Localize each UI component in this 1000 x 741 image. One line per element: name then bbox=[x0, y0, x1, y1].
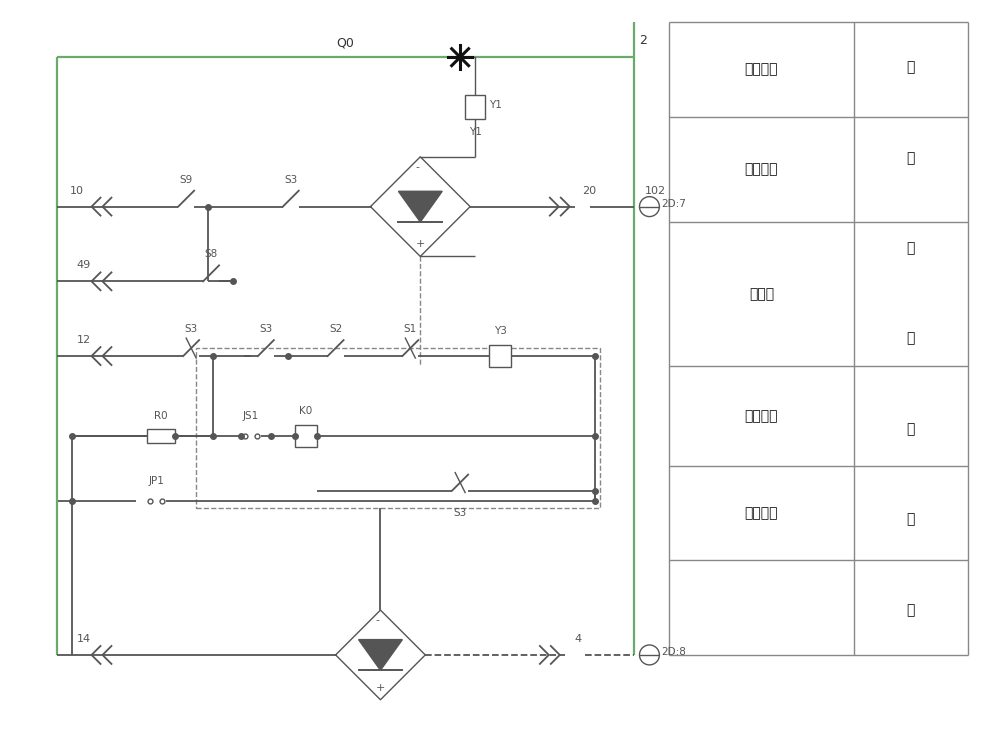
Text: 跳位监视: 跳位监视 bbox=[745, 162, 778, 176]
Bar bbox=[147, 429, 175, 442]
Text: 2D:7: 2D:7 bbox=[661, 199, 686, 209]
Text: 路: 路 bbox=[907, 602, 915, 617]
Text: 就地操作: 就地操作 bbox=[745, 409, 778, 423]
Bar bbox=[196, 348, 600, 508]
Text: S2: S2 bbox=[329, 324, 342, 334]
Text: R0: R0 bbox=[154, 411, 168, 421]
Text: 回: 回 bbox=[907, 512, 915, 526]
Bar bbox=[295, 425, 317, 447]
Text: 2D:8: 2D:8 bbox=[661, 647, 686, 657]
Text: Y1: Y1 bbox=[469, 127, 482, 137]
Text: JP1: JP1 bbox=[148, 476, 164, 485]
Text: -: - bbox=[375, 615, 379, 625]
Text: +: + bbox=[416, 239, 425, 250]
Text: 路: 路 bbox=[907, 151, 915, 165]
Polygon shape bbox=[359, 639, 402, 671]
Text: Y3: Y3 bbox=[494, 326, 506, 336]
Bar bbox=[489, 345, 511, 367]
Text: 2: 2 bbox=[639, 34, 647, 47]
Text: 10: 10 bbox=[70, 186, 84, 196]
Text: S8: S8 bbox=[204, 250, 218, 259]
Text: -: - bbox=[415, 162, 419, 172]
Text: S3: S3 bbox=[284, 175, 297, 185]
Text: 102: 102 bbox=[644, 186, 666, 196]
Text: Q0: Q0 bbox=[337, 36, 355, 49]
Text: K0: K0 bbox=[299, 406, 312, 416]
Text: 4: 4 bbox=[575, 634, 582, 644]
Text: 49: 49 bbox=[77, 260, 91, 270]
Text: S1: S1 bbox=[404, 324, 417, 334]
Text: S3: S3 bbox=[454, 508, 467, 519]
Text: S9: S9 bbox=[180, 175, 193, 185]
Text: 20: 20 bbox=[582, 186, 596, 196]
Text: 合: 合 bbox=[907, 332, 915, 345]
Polygon shape bbox=[398, 191, 442, 222]
Text: 合闸闭锁: 合闸闭锁 bbox=[745, 63, 778, 76]
Text: S3: S3 bbox=[185, 324, 198, 334]
Text: 14: 14 bbox=[77, 634, 91, 644]
Text: +: + bbox=[376, 682, 385, 693]
Text: 远方操作: 远方操作 bbox=[745, 506, 778, 520]
Text: S3: S3 bbox=[259, 324, 273, 334]
Text: 闸: 闸 bbox=[907, 422, 915, 436]
Text: 断: 断 bbox=[907, 61, 915, 75]
Text: 12: 12 bbox=[77, 335, 91, 345]
Text: 重合闸: 重合闸 bbox=[749, 287, 774, 301]
Bar bbox=[465, 95, 485, 119]
Text: JS1: JS1 bbox=[243, 411, 259, 421]
Text: Y1: Y1 bbox=[489, 100, 502, 110]
Text: 器: 器 bbox=[907, 242, 915, 255]
